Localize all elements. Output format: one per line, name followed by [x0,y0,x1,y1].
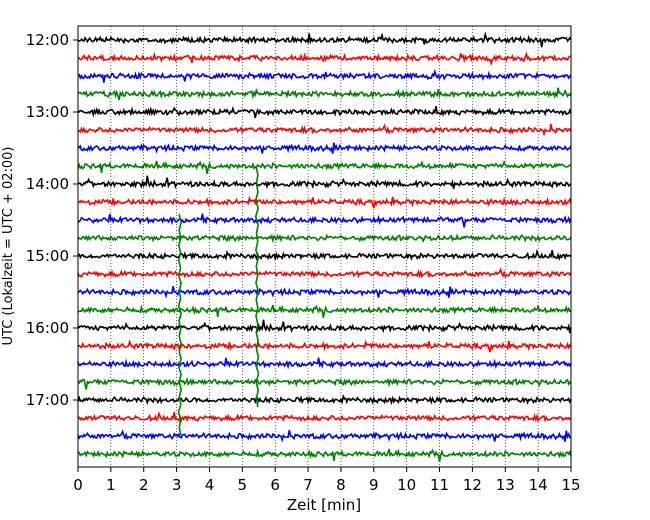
x-tick-label: 10 [397,476,416,494]
trace-17:45 [77,448,572,462]
trace-13:30 [77,142,572,154]
trace-14:45 [77,233,572,244]
trace-16:15 [77,339,572,353]
plot-frame [77,25,572,468]
event-spike [177,214,183,436]
trace-15:15 [77,267,572,279]
trace-17:15 [77,410,572,423]
x-tick-label: 15 [561,476,580,494]
trace-15:00 [77,248,572,262]
trace-13:00 [77,105,572,119]
x-tick-label: 0 [73,476,83,494]
trace-16:00 [77,319,572,334]
trace-16:30 [77,357,572,370]
x-tick-label: 5 [238,476,248,494]
trace-12:00 [77,31,572,48]
x-tick-label: 12 [463,476,482,494]
trace-15:30 [77,286,572,299]
x-axis: 0 1 2 3 4 5 6 7 8 9 10 11 12 13 14 15 [73,467,581,494]
x-tick-label: 2 [139,476,149,494]
x-tick-label: 11 [430,476,449,494]
event-spike [254,166,260,408]
trace-17:00 [77,393,572,406]
trace-12:15 [77,51,572,67]
y-tick-label: 14:00 [26,175,69,193]
y-tick-label: 13:00 [26,103,69,121]
trace-12:30 [77,68,572,83]
x-axis-label: Zeit [min] [287,496,361,514]
y-tick-label: 17:00 [26,391,69,409]
x-tick-label: 3 [172,476,182,494]
x-tick-label: 14 [529,476,548,494]
traces [77,31,572,462]
trace-15:45 [77,304,572,318]
trace-16:45 [77,376,572,390]
y-tick-label: 12:00 [26,31,69,49]
x-tick-label: 9 [369,476,379,494]
trace-14:30 [77,213,572,228]
plot-background [78,26,571,467]
y-axis-label: UTC (Lokalzeit = UTC + 02:00) [1,147,16,346]
trace-14:15 [77,195,572,209]
x-tick-label: 1 [106,476,116,494]
y-tick-label: 16:00 [26,319,69,337]
x-tick-label: 4 [205,476,215,494]
trace-12:45 [78,87,572,101]
x-tick-label: 13 [496,476,515,494]
trace-17:30 [77,429,572,443]
trace-13:15 [77,123,572,137]
x-tick-label: 6 [270,476,280,494]
trace-13:45 [77,159,572,174]
x-tick-label: 8 [336,476,346,494]
y-axis: 12:00 13:00 14:00 15:00 16:00 17:00 [26,31,78,409]
trace-14:00 [77,175,572,190]
x-tick-label: 7 [303,476,313,494]
y-tick-label: 15:00 [26,247,69,265]
